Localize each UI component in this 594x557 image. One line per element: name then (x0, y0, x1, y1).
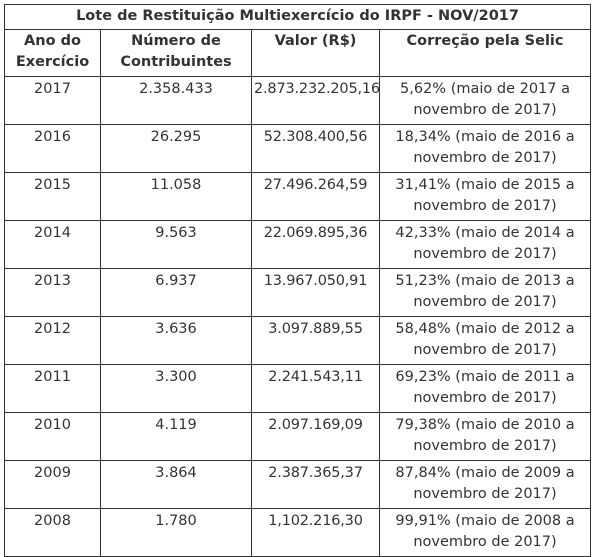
cell-ano: 2015 (4, 172, 101, 221)
cell-valor: 3.097.889,55 (251, 316, 380, 365)
cell-contribuintes: 11.058 (100, 172, 252, 221)
cell-correcao: 58,48% (maio de 2012 a novembro de 2017) (378, 316, 592, 365)
cell-correcao: 31,41% (maio de 2015 a novembro de 2017) (378, 172, 592, 221)
cell-correcao: 99,91% (maio de 2008 a novembro de 2017) (378, 508, 592, 557)
cell-ano: 2008 (4, 508, 101, 557)
cell-contribuintes: 3.864 (100, 460, 252, 509)
header-valor: Valor (R$) (251, 29, 380, 77)
cell-contribuintes: 26.295 (100, 124, 252, 173)
cell-valor: 13.967.050,91 (251, 268, 380, 317)
header-numero-contribuintes: Número de Contribuintes (100, 29, 252, 77)
cell-correcao: 87,84% (maio de 2009 a novembro de 2017) (378, 460, 592, 509)
cell-ano: 2013 (4, 268, 101, 317)
table-row: 2016 26.295 52.308.400,56 18,34% (maio d… (4, 124, 592, 173)
cell-valor: 52.308.400,56 (251, 124, 380, 173)
cell-ano: 2016 (4, 124, 101, 173)
cell-correcao: 79,38% (maio de 2010 a novembro de 2017) (378, 412, 592, 461)
cell-ano: 2017 (4, 76, 101, 125)
cell-correcao: 18,34% (maio de 2016 a novembro de 2017) (378, 124, 592, 173)
restitution-table-container: Lote de Restituição Multiexercício do IR… (3, 4, 592, 557)
table-title-row: Lote de Restituição Multiexercício do IR… (3, 4, 592, 30)
cell-contribuintes: 2.358.433 (100, 76, 252, 125)
table-title: Lote de Restituição Multiexercício do IR… (3, 4, 592, 30)
cell-valor: 2.097.169,09 (251, 412, 380, 461)
cell-contribuintes: 6.937 (100, 268, 252, 317)
table-row: 2012 3.636 3.097.889,55 58,48% (maio de … (4, 316, 592, 365)
cell-ano: 2011 (4, 364, 101, 413)
cell-ano: 2012 (4, 316, 101, 365)
cell-valor: 2.241.543,11 (251, 364, 380, 413)
cell-valor: 1,102.216,30 (251, 508, 380, 557)
table-row: 2013 6.937 13.967.050,91 51,23% (maio de… (4, 268, 592, 317)
cell-contribuintes: 3.636 (100, 316, 252, 365)
cell-valor: 2.387.365,37 (251, 460, 380, 509)
table-header-row: Ano do Exercício Número de Contribuintes… (4, 29, 592, 77)
cell-contribuintes: 1.780 (100, 508, 252, 557)
table-row: 2010 4.119 2.097.169,09 79,38% (maio de … (4, 412, 592, 461)
header-ano-exercicio: Ano do Exercício (4, 29, 101, 77)
cell-contribuintes: 9.563 (100, 220, 252, 269)
cell-valor: 22.069.895,36 (251, 220, 380, 269)
header-correcao-selic: Correção pela Selic (378, 29, 592, 77)
cell-valor: 27.496.264,59 (251, 172, 380, 221)
table-row: 2009 3.864 2.387.365,37 87,84% (maio de … (4, 460, 592, 509)
table-row: 2011 3.300 2.241.543,11 69,23% (maio de … (4, 364, 592, 413)
table-row: 2014 9.563 22.069.895,36 42,33% (maio de… (4, 220, 592, 269)
restitution-table: Lote de Restituição Multiexercício do IR… (3, 4, 592, 557)
cell-ano: 2010 (4, 412, 101, 461)
cell-contribuintes: 4.119 (100, 412, 252, 461)
cell-correcao: 42,33% (maio de 2014 a novembro de 2017) (378, 220, 592, 269)
table-row: 2008 1.780 1,102.216,30 99,91% (maio de … (4, 508, 592, 557)
cell-correcao: 5,62% (maio de 2017 a novembro de 2017) (378, 76, 592, 125)
table-row: 2017 2.358.433 2.873.232.205,16 5,62% (m… (4, 76, 592, 125)
cell-correcao: 69,23% (maio de 2011 a novembro de 2017) (378, 364, 592, 413)
cell-valor: 2.873.232.205,16 (251, 76, 380, 125)
cell-ano: 2014 (4, 220, 101, 269)
cell-ano: 2009 (4, 460, 101, 509)
cell-correcao: 51,23% (maio de 2013 a novembro de 2017) (378, 268, 592, 317)
cell-contribuintes: 3.300 (100, 364, 252, 413)
table-row: 2015 11.058 27.496.264,59 31,41% (maio d… (4, 172, 592, 221)
